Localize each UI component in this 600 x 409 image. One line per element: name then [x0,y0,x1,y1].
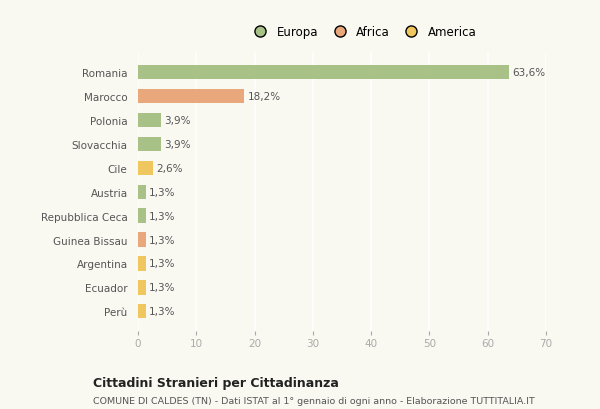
Bar [138,256,146,271]
Bar [138,161,153,175]
Bar [138,114,161,128]
Text: 1,3%: 1,3% [149,235,176,245]
Text: 1,3%: 1,3% [149,187,176,197]
Text: 1,3%: 1,3% [149,259,176,269]
Text: 1,3%: 1,3% [149,211,176,221]
Text: 63,6%: 63,6% [512,68,545,78]
Text: 2,6%: 2,6% [157,163,183,173]
Bar [138,209,146,223]
Bar [138,66,509,80]
Bar [138,304,146,319]
Legend: Europa, Africa, America: Europa, Africa, America [248,26,476,39]
Text: COMUNE DI CALDES (TN) - Dati ISTAT al 1° gennaio di ogni anno - Elaborazione TUT: COMUNE DI CALDES (TN) - Dati ISTAT al 1°… [93,396,535,405]
Bar [138,185,146,199]
Bar [138,137,161,152]
Text: 3,9%: 3,9% [164,116,191,126]
Bar [138,90,244,104]
Bar [138,233,146,247]
Text: 1,3%: 1,3% [149,306,176,317]
Bar [138,281,146,295]
Text: 1,3%: 1,3% [149,283,176,292]
Text: Cittadini Stranieri per Cittadinanza: Cittadini Stranieri per Cittadinanza [93,377,339,389]
Text: 3,9%: 3,9% [164,139,191,150]
Text: 18,2%: 18,2% [248,92,281,102]
